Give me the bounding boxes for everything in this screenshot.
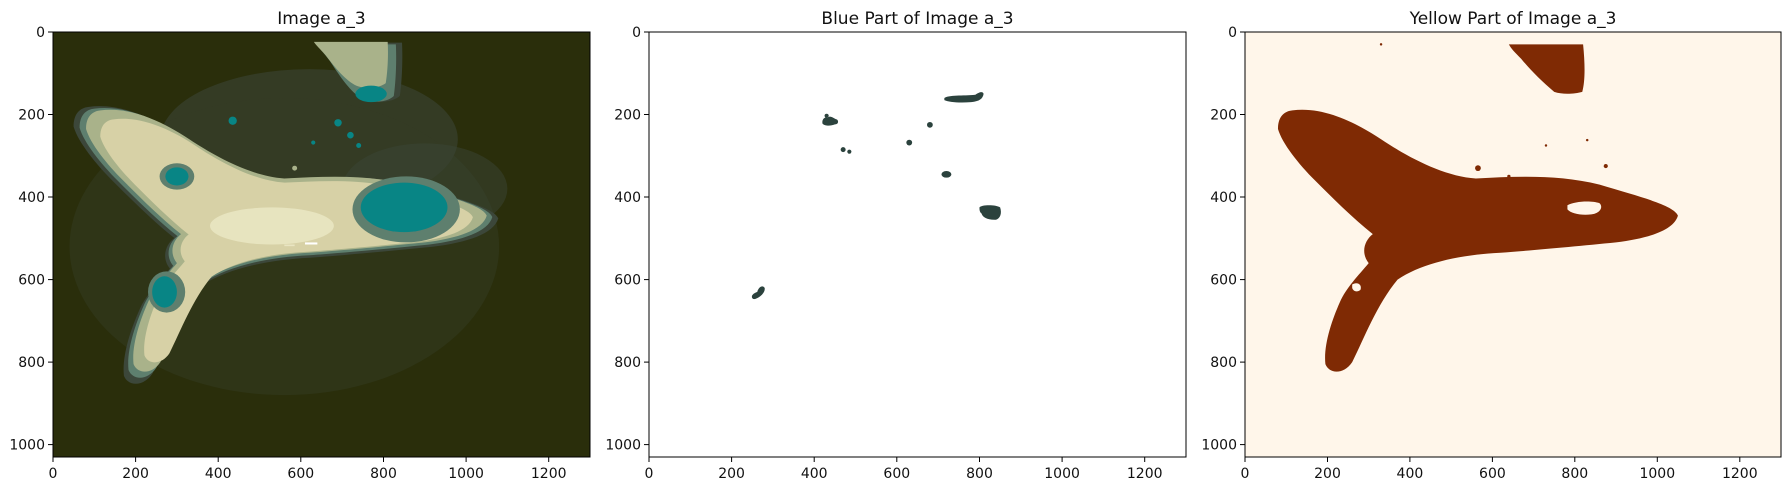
panel-yellow-part: Yellow Part of Image a_3 bbox=[1201, 9, 1782, 482]
y-tick-label: 600 bbox=[1210, 273, 1237, 289]
image-content bbox=[69, 41, 508, 396]
y-tick-label: 1000 bbox=[605, 438, 641, 454]
axes-frame bbox=[52, 31, 591, 458]
axes-frame bbox=[1244, 31, 1782, 458]
y-tick-label: 400 bbox=[614, 190, 641, 206]
x-tick-label: 600 bbox=[883, 466, 910, 482]
x-tick-label: 400 bbox=[1397, 466, 1424, 482]
x-tick-label: 1000 bbox=[1044, 466, 1080, 482]
x-tick-label: 200 bbox=[1314, 466, 1341, 482]
x-tick-label: 200 bbox=[718, 466, 745, 482]
y-tick-label: 800 bbox=[1210, 355, 1237, 371]
x-tick-label: 400 bbox=[205, 466, 232, 482]
yellow-shape bbox=[1277, 43, 1678, 372]
x-tick-label: 1200 bbox=[1722, 466, 1758, 482]
y-tick-label: 800 bbox=[614, 355, 641, 371]
y-tick-label: 1000 bbox=[9, 438, 45, 454]
x-tick-label: 1200 bbox=[1127, 466, 1163, 482]
y-axis-ticks: 0 200 400 600 800 1000 bbox=[9, 25, 53, 454]
y-tick-label: 200 bbox=[1210, 108, 1237, 124]
y-tick-label: 200 bbox=[18, 108, 45, 124]
panel-image-a3: Image a_3 bbox=[9, 9, 591, 482]
x-axis-ticks: 0 200 400 600 800 1000 1200 bbox=[1241, 457, 1758, 482]
panel-blue-part: Blue Part of Image a_3 bbox=[605, 9, 1187, 482]
x-tick-label: 0 bbox=[1241, 466, 1250, 482]
x-tick-label: 400 bbox=[801, 466, 828, 482]
x-tick-label: 800 bbox=[966, 466, 993, 482]
y-tick-label: 1000 bbox=[1201, 438, 1237, 454]
axes-frame bbox=[648, 31, 1187, 458]
x-tick-label: 600 bbox=[287, 466, 314, 482]
x-tick-label: 1000 bbox=[1639, 466, 1675, 482]
x-tick-label: 600 bbox=[1479, 466, 1506, 482]
y-tick-label: 800 bbox=[18, 355, 45, 371]
y-tick-label: 600 bbox=[614, 273, 641, 289]
y-tick-label: 200 bbox=[614, 108, 641, 124]
y-axis-ticks: 0 200 400 600 800 1000 bbox=[605, 25, 649, 454]
y-tick-label: 400 bbox=[1210, 190, 1237, 206]
panel-title: Blue Part of Image a_3 bbox=[821, 9, 1013, 29]
x-tick-label: 1200 bbox=[531, 466, 567, 482]
panel-title: Yellow Part of Image a_3 bbox=[1409, 9, 1617, 29]
x-tick-label: 200 bbox=[122, 466, 149, 482]
y-tick-label: 0 bbox=[36, 25, 45, 41]
x-tick-label: 0 bbox=[49, 466, 58, 482]
y-tick-label: 0 bbox=[632, 25, 641, 41]
image-background bbox=[649, 32, 1186, 457]
x-tick-label: 800 bbox=[1561, 466, 1588, 482]
blue-blobs bbox=[751, 92, 1001, 300]
panel-title: Image a_3 bbox=[277, 9, 365, 29]
y-axis-ticks: 0 200 400 600 800 1000 bbox=[1201, 25, 1245, 454]
x-tick-label: 0 bbox=[645, 466, 654, 482]
y-tick-label: 600 bbox=[18, 273, 45, 289]
x-axis-ticks: 0 200 400 600 800 1000 1200 bbox=[49, 457, 567, 482]
y-tick-label: 0 bbox=[1228, 25, 1237, 41]
x-axis-ticks: 0 200 400 600 800 1000 1200 bbox=[645, 457, 1163, 482]
x-tick-label: 800 bbox=[370, 466, 397, 482]
y-tick-label: 400 bbox=[18, 190, 45, 206]
x-tick-label: 1000 bbox=[448, 466, 484, 482]
